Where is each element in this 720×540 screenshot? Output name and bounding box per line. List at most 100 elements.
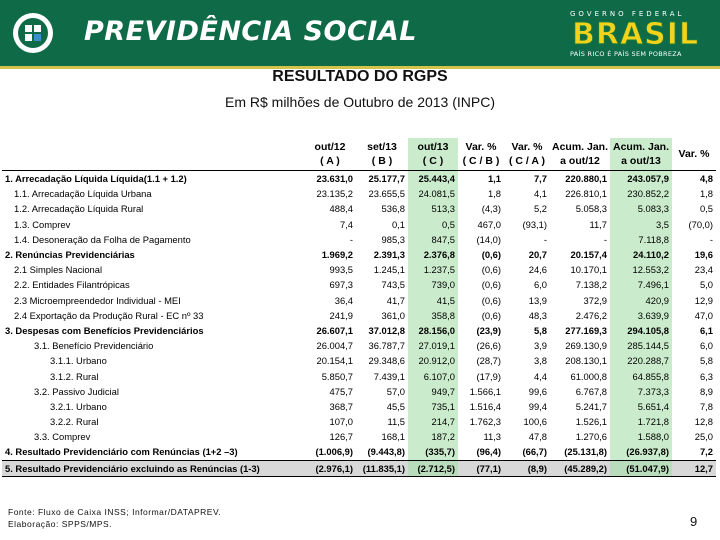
table-cell: 57,0	[386, 385, 405, 397]
table-cell: (1.006,9)	[315, 446, 353, 458]
previdencia-logo-icon	[13, 13, 53, 53]
page-title: RESULTADO DO RGPS	[272, 68, 448, 85]
column-header-bottom: ( C )	[422, 155, 444, 167]
table-cell: 7.439,1	[373, 370, 405, 382]
table-cell: 100,6	[523, 416, 547, 428]
table-cell: 243.057,9	[610, 170, 672, 187]
table-cell: 1.566,1	[469, 385, 501, 397]
table-row: 3.2. Passivo Judicial 475,7 57,0 949,7 1.566…	[2, 383, 716, 399]
table-cell: 27.019,1	[408, 338, 458, 354]
table-cell: 36.787,7	[368, 340, 406, 352]
table-cell: 3,9	[533, 340, 547, 352]
table-cell: 7,7	[504, 170, 550, 187]
column-header-bottom: a out/13	[621, 155, 661, 167]
table-cell: 1.588,0	[610, 429, 672, 445]
table-cell: (70,0)	[688, 218, 714, 230]
row-label: 1. Arrecadação Líquida Líquida(1.1 + 1.2…	[2, 170, 304, 187]
table-cell: (77,1)	[458, 459, 504, 477]
column-header-top: Var. %	[511, 141, 543, 153]
column-header-top: out/13	[417, 141, 449, 153]
column-header: Var. %	[672, 138, 716, 171]
table-cell: 3,5	[610, 216, 672, 232]
table-cell: (9.443,8)	[367, 446, 405, 458]
table-cell: (23,9)	[476, 324, 502, 336]
table-cell: 5.083,3	[610, 201, 672, 217]
column-header-top: out/12	[314, 141, 346, 153]
row-label: 1.3. Comprev	[14, 218, 71, 230]
row-label: 1.2. Arrecadação Líquida Rural	[14, 203, 144, 215]
table-cell: 4,8	[672, 170, 716, 187]
table-cell: 26.607,1	[316, 324, 354, 336]
column-header-top: Var. %	[678, 148, 710, 160]
row-label: 2.1 Simples Nacional	[14, 264, 103, 276]
table-cell: 8,9	[699, 385, 713, 397]
header-label-spacer	[2, 138, 304, 171]
table-cell: 368,7	[329, 400, 353, 412]
column-header-bottom: ( C / B )	[462, 155, 500, 167]
table-cell: 220.880,1	[550, 170, 610, 187]
table-cell: 11,3	[483, 431, 501, 443]
table-cell: 20.154,1	[316, 355, 354, 367]
column-header: set/13 ( B )	[356, 138, 408, 171]
governo-federal-logo: GOVERNO FEDERAL BRASIL PAÍS RICO É PAÍS …	[566, 6, 712, 60]
table-cell: 847,5	[408, 231, 458, 247]
table-cell: 735,1	[408, 398, 458, 414]
table-cell: 5,8	[699, 355, 713, 367]
row-label: 2.2. Entidades Filantrópicas	[14, 279, 130, 291]
table-cell: (26.937,8)	[610, 444, 672, 461]
table-row: 1.2. Arrecadação Líquida Rural 488,4 536,8…	[2, 201, 716, 217]
row-label: 3.2.2. Rural	[50, 416, 99, 428]
table-cell: 24.081,5	[408, 186, 458, 202]
page-number: 9	[690, 514, 698, 529]
table-cell: 294.105,8	[610, 322, 672, 339]
table-cell: (17,9)	[476, 370, 502, 382]
table-cell: 475,7	[329, 385, 353, 397]
table-cell: 1.526,1	[575, 416, 607, 428]
table-cell: 226.810,1	[565, 188, 607, 200]
row-label: 5. Resultado Previdenciário excluindo as…	[2, 459, 304, 477]
table-row: 2.3 Microempreendedor Individual - MEI 36…	[2, 292, 716, 308]
table-cell: -	[543, 233, 547, 245]
table-cell: -	[603, 233, 607, 245]
table-cell: 23,4	[694, 264, 713, 276]
row-label: 3. Despesas com Benefícios Previdenciári…	[5, 324, 204, 336]
table-cell: 12.553,2	[610, 262, 672, 278]
table-cell: (45.289,2)	[550, 459, 610, 477]
table-cell: 187,2	[408, 429, 458, 445]
table-cell: 7,4	[339, 218, 353, 230]
table-cell: 19,6	[694, 249, 713, 261]
table-row: 2. Renúncias Previdenciárias 1.969,2 2.391…	[2, 246, 716, 263]
table-header-row: out/12 ( A ) set/13 ( B ) out/13 ( C ) Var.…	[2, 138, 716, 171]
table-cell: 1.270,6	[575, 431, 607, 443]
table-cell: 1,1	[458, 170, 504, 187]
table-cell: 1,8	[487, 188, 501, 200]
brasil-wordmark: BRASIL	[571, 17, 700, 52]
table-cell: 0,5	[699, 203, 713, 215]
table-cell: 2.391,3	[373, 249, 405, 261]
table-cell: 0,5	[408, 216, 458, 232]
table-cell: 23.655,5	[368, 188, 406, 200]
column-header-bottom: a out/12	[560, 155, 600, 167]
table-cell: 4,1	[533, 188, 547, 200]
table-cell: 208.130,1	[565, 355, 607, 367]
rgps-results-table: out/12 ( A ) set/13 ( B ) out/13 ( C ) Var.…	[2, 138, 716, 477]
table-cell: 277.169,3	[565, 324, 607, 336]
table-body: 1. Arrecadação Líquida Líquida(1.1 + 1.2…	[2, 170, 716, 477]
table-cell: (25.131,8)	[564, 446, 607, 458]
table-cell: 5.241,7	[575, 400, 607, 412]
gov-slogan: PAÍS RICO É PAÍS SEM POBREZA	[570, 50, 682, 58]
table-row: 4. Resultado Previdenciário com Renúncia…	[2, 444, 716, 461]
table-cell: 5,2	[533, 203, 547, 215]
table-cell: 12,7	[672, 459, 716, 477]
table-cell: 4,4	[533, 370, 547, 382]
table-cell: 99,6	[528, 385, 547, 397]
table-cell: 214,7	[408, 414, 458, 430]
table-cell: 13,9	[528, 294, 547, 306]
table-row: 5. Resultado Previdenciário excluindo as…	[2, 459, 716, 477]
table-cell: 7.373,3	[610, 383, 672, 399]
table-cell: (51.047,9)	[610, 459, 672, 477]
table-cell: 7.496,1	[610, 277, 672, 293]
row-label: 3.1.1. Urbano	[50, 355, 107, 367]
table-cell: (0,6)	[481, 264, 501, 276]
table-cell: 99,4	[528, 400, 547, 412]
